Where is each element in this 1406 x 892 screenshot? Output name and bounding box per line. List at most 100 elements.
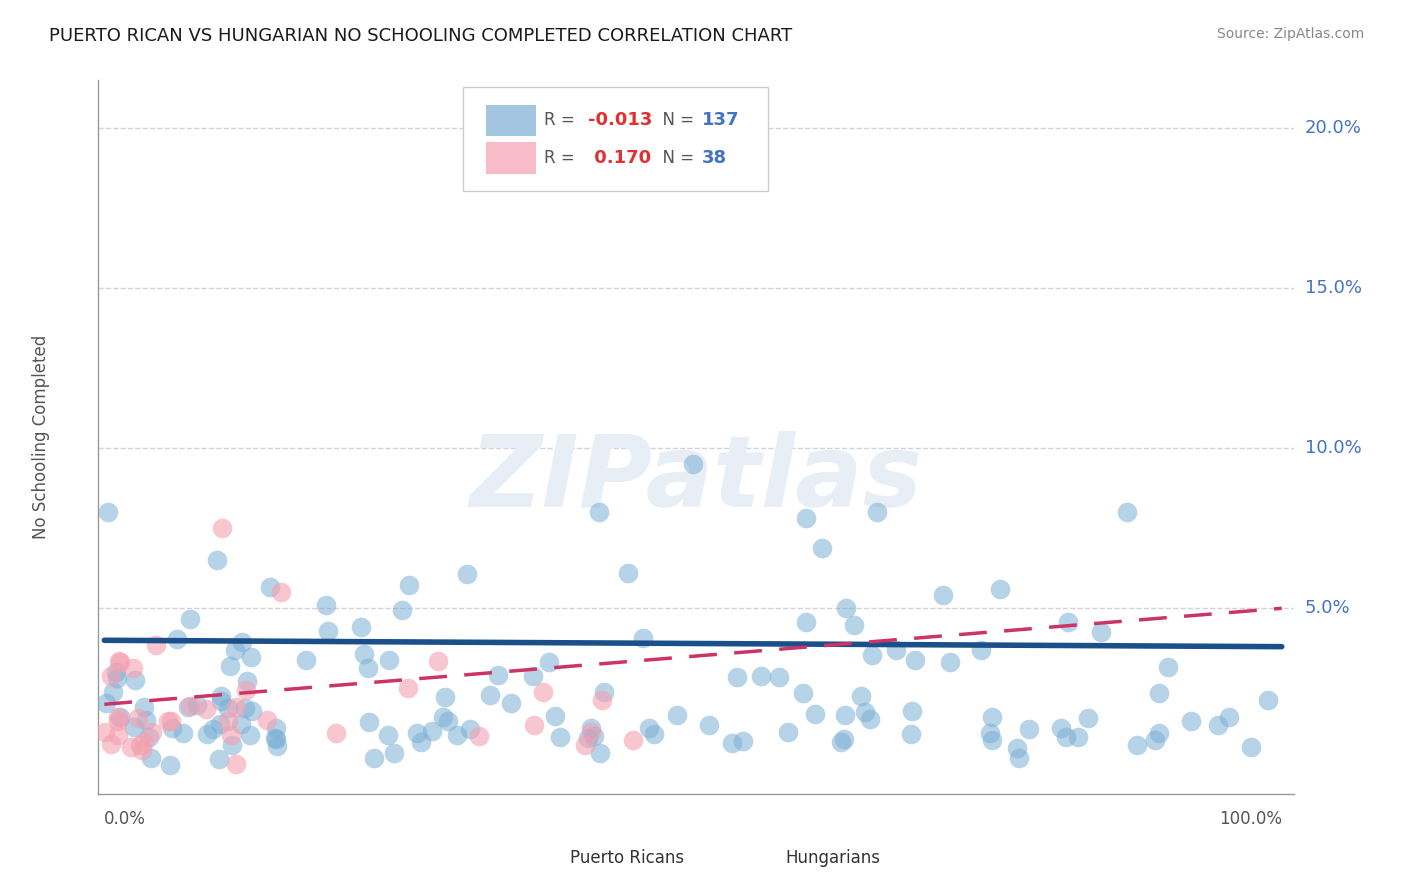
Point [901,704,924,718]
Text: N =: N = [652,149,699,167]
Point [211,521,233,535]
Point [209,689,232,703]
Point [776,724,799,739]
Point [834,600,856,615]
Point [588,505,610,519]
Text: N =: N = [652,112,699,129]
Text: 5.0%: 5.0% [1305,599,1350,617]
Point [101,685,124,699]
Text: 15.0%: 15.0% [1305,279,1361,297]
Point [637,721,659,735]
Point [792,686,814,700]
Point [1057,615,1080,629]
Point [631,631,654,645]
Text: 0.0%: 0.0% [104,810,146,828]
Point [591,693,613,707]
Point [122,720,145,734]
Point [138,730,160,744]
Point [217,714,239,728]
Point [110,710,132,724]
Point [316,624,339,639]
Point [294,653,316,667]
Text: Puerto Ricans: Puerto Ricans [571,849,685,867]
Text: 100.0%: 100.0% [1219,810,1282,828]
Point [979,726,1001,740]
Point [980,733,1002,747]
Point [353,648,375,662]
Point [229,717,252,731]
Point [107,671,129,685]
Point [501,696,523,710]
Point [768,670,790,684]
Point [1239,739,1261,754]
Point [107,714,129,729]
Point [264,731,287,746]
Text: 0.170: 0.170 [589,149,651,167]
Point [139,751,162,765]
Point [157,714,180,728]
Point [544,708,567,723]
Point [179,612,201,626]
Point [456,566,478,581]
Point [145,638,167,652]
Point [179,698,201,713]
Point [270,585,292,599]
Point [834,707,856,722]
Point [160,721,183,735]
Point [207,553,229,567]
Text: PUERTO RICAN VS HUNGARIAN NO SCHOOLING COMPLETED CORRELATION CHART: PUERTO RICAN VS HUNGARIAN NO SCHOOLING C… [49,27,793,45]
Point [804,707,827,722]
Text: No Schooling Completed: No Schooling Completed [32,335,51,539]
Point [406,726,429,740]
Point [810,541,832,555]
Point [141,725,163,739]
Point [240,705,263,719]
Point [900,727,922,741]
Point [741,153,763,168]
Point [697,718,720,732]
Point [830,734,852,748]
Point [236,674,259,689]
FancyBboxPatch shape [737,849,778,867]
Point [859,712,882,726]
Point [749,668,772,682]
Point [432,710,454,724]
Point [131,743,153,757]
Point [426,654,449,668]
Point [849,689,872,703]
Point [209,693,232,707]
Point [186,698,208,712]
FancyBboxPatch shape [463,87,768,191]
Point [593,685,616,699]
Point [107,709,129,723]
Point [579,721,602,735]
Point [1218,710,1240,724]
Point [266,721,288,735]
Point [132,699,155,714]
Point [195,702,218,716]
Point [682,457,704,471]
Point [160,714,183,728]
Point [266,739,288,753]
Point [420,723,443,738]
Point [576,731,599,746]
Text: R =: R = [544,149,581,167]
Point [208,751,231,765]
Point [434,690,457,704]
Point [107,729,129,743]
Point [219,659,242,673]
Text: 20.0%: 20.0% [1305,120,1361,137]
Point [128,738,150,752]
Point [666,708,689,723]
FancyBboxPatch shape [522,849,562,867]
Point [548,731,571,745]
Point [720,735,742,749]
Point [97,505,120,519]
Point [172,726,194,740]
Point [523,718,546,732]
Point [225,756,247,771]
Point [866,505,889,519]
Point [100,669,122,683]
Point [860,648,883,662]
Point [537,655,560,669]
